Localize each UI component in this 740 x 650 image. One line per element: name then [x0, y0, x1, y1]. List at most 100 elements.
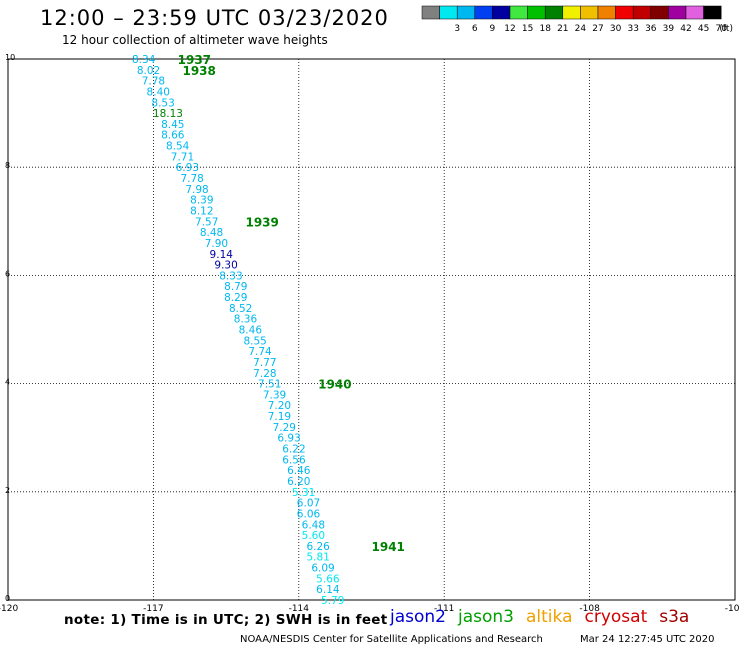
wave-height-label: 7.71	[171, 151, 194, 163]
time-label: 1938	[182, 64, 215, 78]
plot-frame	[7, 58, 736, 601]
x-tick-label: -114	[289, 604, 310, 614]
x-tick-label: -105	[725, 604, 740, 614]
wave-height-label: 7.78	[180, 173, 203, 185]
legend-label: 12	[504, 24, 515, 34]
wave-height-label: 6.48	[302, 519, 325, 531]
legend-label: 30	[610, 24, 622, 34]
wave-height-label: 7.74	[248, 346, 272, 358]
satellite-s3a: s3a	[659, 607, 690, 627]
wave-height-label: 7.39	[263, 389, 286, 401]
wave-height-label: 7.19	[268, 411, 291, 423]
wave-height-label: 7.78	[142, 76, 165, 88]
wave-height-label: 5.79	[321, 595, 344, 607]
satellite-altika: altika	[526, 607, 573, 627]
footer-note: note: 1) Time is in UTC; 2) SWH is in fe…	[64, 612, 388, 628]
y-tick-label: 0	[5, 594, 10, 603]
legend-label: 45	[698, 24, 709, 34]
wave-height-label: 7.90	[205, 238, 228, 250]
wave-height-label: 8.02	[137, 65, 160, 77]
wave-height-label: 9.30	[214, 260, 237, 272]
time-label: 1937	[178, 53, 211, 67]
time-label: 1941	[372, 540, 405, 554]
wave-height-label: 5.60	[302, 530, 325, 542]
wave-height-label: 8.46	[239, 325, 263, 337]
wave-height-label: 6.56	[282, 454, 306, 466]
time-label: 1939	[245, 215, 278, 229]
wave-height-label: 7.20	[268, 400, 291, 412]
wave-height-label: 6.46	[287, 465, 311, 477]
color-scale-legend: 3 6 9 12 15 18 21 24 27 30 33 36 39 42 45 70(ft)	[421, 5, 733, 34]
chart-title: 12:00 – 23:59 UTC 03/23/2020	[40, 6, 389, 30]
wave-height-label: 6.22	[282, 444, 305, 456]
wave-height-label: 8.45	[161, 119, 184, 131]
wave-height-label: 8.12	[190, 205, 213, 217]
legend-label: 70	[715, 24, 727, 34]
legend-label: 21	[557, 24, 568, 34]
x-tick-label: -117	[143, 604, 163, 614]
wave-height-label: 6.93	[176, 162, 199, 174]
wave-height-label: 8.39	[190, 195, 213, 207]
x-tick-label: -111	[434, 604, 454, 614]
x-tick-label: -108	[579, 604, 600, 614]
legend-label: 15	[522, 24, 533, 34]
time-label: 1940	[318, 378, 351, 392]
wave-height-label: 6.93	[277, 433, 300, 445]
wave-height-label: 5.66	[316, 573, 340, 585]
y-tick-label: 6	[5, 269, 10, 278]
wave-height-label: 18.13	[153, 108, 183, 120]
wave-height-label: 8.52	[229, 303, 252, 315]
wave-height-label: 8.54	[166, 141, 190, 153]
legend-label: 39	[663, 24, 675, 34]
y-tick-label: 8	[5, 161, 10, 170]
wave-height-label: 7.98	[185, 184, 208, 196]
wave-height-label: 8.33	[219, 270, 242, 282]
legend-label: 9	[490, 24, 496, 34]
legend-label: 24	[575, 24, 587, 34]
wave-height-label: 8.53	[151, 97, 174, 109]
wave-height-label: 6.20	[287, 476, 310, 488]
wave-height-label: 8.40	[147, 86, 170, 98]
wave-height-label: 8.79	[224, 281, 247, 293]
legend-label: 27	[592, 24, 603, 34]
generated-timestamp: Mar 24 12:27:45 UTC 2020	[580, 634, 715, 645]
wave-height-label: 8.66	[161, 130, 185, 142]
x-tick-label: -120	[0, 604, 18, 614]
wave-height-label: 5.31	[292, 487, 315, 499]
wave-height-label: 7.51	[258, 379, 281, 391]
legend-swatch	[703, 5, 722, 20]
legend-label: 42	[680, 24, 691, 34]
wave-height-label: 7.77	[253, 357, 276, 369]
credit-line: NOAA/NESDIS Center for Satellite Applica…	[240, 634, 543, 645]
wave-height-label: 8.55	[243, 335, 266, 347]
y-tick-label: 2	[5, 486, 10, 495]
wave-height-label: 8.34	[132, 54, 156, 66]
wave-height-label: 8.48	[200, 227, 223, 239]
y-tick-label: 4	[5, 378, 10, 387]
satellite-cryosat: cryosat	[584, 607, 648, 627]
wave-height-label: 6.07	[297, 498, 320, 510]
wave-height-label: 7.29	[273, 422, 296, 434]
wave-height-label: 8.29	[224, 292, 247, 304]
legend-label: 33	[627, 24, 638, 34]
wave-height-label: 8.36	[234, 314, 258, 326]
satellite-jason3: jason3	[458, 607, 514, 627]
satellite-legend: jason2 jason3 altika cryosat s3a	[390, 607, 701, 627]
chart-subtitle: 12 hour collection of altimeter wave hei…	[62, 33, 328, 47]
wave-height-label: 6.09	[311, 563, 334, 575]
wave-height-label: 5.81	[306, 552, 329, 564]
legend-label: 36	[645, 24, 657, 34]
wave-height-label: 9.14	[210, 249, 234, 261]
wave-height-label: 7.28	[253, 368, 276, 380]
legend-label: 6	[472, 24, 478, 34]
satellite-jason2: jason2	[390, 607, 446, 627]
wave-height-label: 7.57	[195, 216, 218, 228]
wave-height-label: 6.26	[306, 541, 330, 553]
legend-label: 18	[539, 24, 551, 34]
wave-height-label: 6.14	[316, 584, 340, 596]
wave-height-label: 6.06	[297, 508, 321, 520]
legend-label: 3	[454, 24, 460, 34]
y-tick-label: 10	[5, 53, 15, 62]
legend-unit: (ft)	[719, 24, 733, 34]
